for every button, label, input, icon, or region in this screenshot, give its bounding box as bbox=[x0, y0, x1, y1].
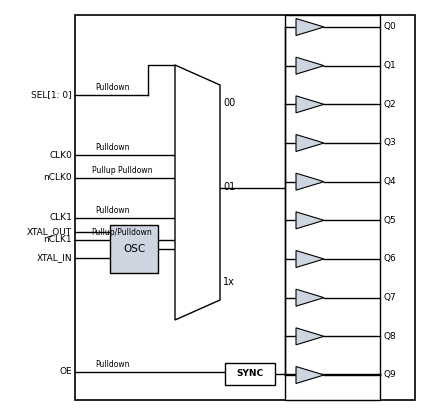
Text: XTAL_IN: XTAL_IN bbox=[36, 253, 72, 263]
Text: Q9: Q9 bbox=[384, 370, 397, 380]
Text: CLK1: CLK1 bbox=[49, 214, 72, 222]
Text: 00: 00 bbox=[223, 98, 235, 108]
Text: Q8: Q8 bbox=[384, 332, 397, 341]
FancyBboxPatch shape bbox=[75, 15, 415, 400]
Text: Q5: Q5 bbox=[384, 216, 397, 225]
Text: 01: 01 bbox=[223, 183, 235, 193]
Polygon shape bbox=[296, 18, 324, 36]
Polygon shape bbox=[296, 250, 324, 268]
FancyBboxPatch shape bbox=[225, 363, 275, 385]
Text: Pullup Pulldown: Pullup Pulldown bbox=[92, 166, 152, 175]
Text: XTAL_OUT: XTAL_OUT bbox=[27, 227, 72, 237]
FancyBboxPatch shape bbox=[110, 225, 158, 273]
Text: Q3: Q3 bbox=[384, 138, 397, 148]
Polygon shape bbox=[175, 65, 220, 320]
Text: OSC: OSC bbox=[123, 244, 145, 254]
Text: 1x: 1x bbox=[223, 277, 235, 287]
Text: nCLK0: nCLK0 bbox=[43, 173, 72, 183]
Text: Q0: Q0 bbox=[384, 23, 397, 31]
Text: nCLK1: nCLK1 bbox=[43, 235, 72, 245]
Text: Q4: Q4 bbox=[384, 177, 397, 186]
Text: SEL[1: 0]: SEL[1: 0] bbox=[32, 91, 72, 99]
Polygon shape bbox=[296, 135, 324, 151]
Text: Q7: Q7 bbox=[384, 293, 397, 302]
Polygon shape bbox=[296, 289, 324, 306]
Text: Pulldown: Pulldown bbox=[95, 83, 130, 92]
Text: Q6: Q6 bbox=[384, 255, 397, 263]
Polygon shape bbox=[296, 96, 324, 113]
Text: Pulldown: Pulldown bbox=[95, 143, 130, 152]
Polygon shape bbox=[296, 328, 324, 345]
Polygon shape bbox=[296, 367, 324, 383]
Text: Pulldown: Pulldown bbox=[95, 360, 130, 369]
Text: SYNC: SYNC bbox=[236, 370, 264, 379]
Polygon shape bbox=[296, 173, 324, 190]
FancyBboxPatch shape bbox=[285, 15, 380, 400]
Text: OE: OE bbox=[59, 367, 72, 377]
Polygon shape bbox=[296, 57, 324, 74]
Text: CLK0: CLK0 bbox=[49, 150, 72, 160]
Text: Pulldown: Pulldown bbox=[95, 206, 130, 215]
Text: Q1: Q1 bbox=[384, 61, 397, 70]
Text: Q2: Q2 bbox=[384, 100, 397, 109]
Text: Pullup/Pulldown: Pullup/Pulldown bbox=[91, 228, 152, 237]
Polygon shape bbox=[296, 212, 324, 229]
